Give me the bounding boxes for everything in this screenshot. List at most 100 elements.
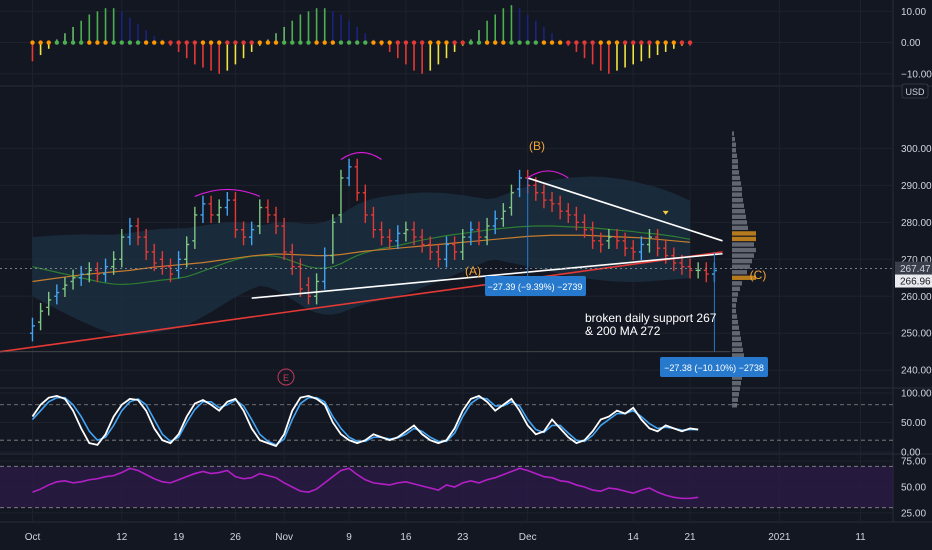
volume-profile-row — [732, 336, 741, 341]
volume-profile-row — [732, 253, 754, 258]
volume-profile-row — [732, 203, 744, 208]
rsi-panel[interactable] — [0, 465, 893, 509]
momentum-dot — [70, 40, 76, 45]
wave-b-label: (B) — [529, 139, 545, 153]
volume-profile-row — [732, 342, 742, 347]
momentum-dot — [590, 40, 595, 45]
momentum-dot — [62, 40, 68, 45]
top-arc — [527, 170, 569, 179]
volume-profile-row — [732, 247, 756, 253]
momentum-dot — [208, 40, 214, 45]
price-panel[interactable] — [0, 131, 893, 408]
momentum-dot — [298, 40, 303, 45]
momentum-dot — [468, 40, 474, 45]
momentum-dot — [371, 40, 376, 45]
earnings-marker[interactable]: E — [277, 368, 295, 386]
momentum-dot — [549, 40, 555, 45]
momentum-dot — [419, 40, 425, 45]
momentum-dot — [241, 40, 246, 45]
momentum-dot — [192, 40, 198, 45]
volume-profile-row — [732, 270, 747, 275]
support-trendline[interactable] — [0, 251, 723, 353]
stochastic-panel[interactable] — [0, 394, 893, 448]
earnings-marker-label: E — [283, 373, 289, 383]
stochastic-axis-tick-label: 0.00 — [901, 448, 921, 459]
measure-box-1[interactable]: −27.39 (−9.39%) −2739 — [485, 276, 586, 296]
momentum-dot — [314, 40, 319, 45]
momentum-dot — [387, 40, 392, 45]
volume-profile-row — [732, 375, 742, 380]
stochastic-d-line — [31, 396, 699, 446]
momentum-dot — [598, 40, 603, 45]
volume-profile-row — [732, 308, 736, 314]
time-axis-tick-label: 23 — [457, 532, 469, 543]
momentum-dot — [687, 40, 693, 45]
rsi-axis-tick-label: 75.00 — [901, 457, 926, 468]
momentum-dot — [379, 40, 384, 45]
momentum-dot — [411, 40, 417, 45]
currency-label[interactable]: USD — [901, 83, 929, 99]
momentum-dot — [257, 40, 262, 45]
momentum-dot — [233, 40, 238, 45]
momentum-dot — [119, 40, 124, 45]
time-axis[interactable]: Oct 12 19 26 Nov 9 16 23 Dec 14 21 2021 11 — [25, 532, 866, 543]
volume-profile-row — [732, 325, 739, 330]
momentum-dot — [679, 40, 685, 45]
price-axis-tick-label: 290.00 — [901, 181, 932, 192]
time-axis-tick-label: 14 — [628, 532, 640, 543]
momentum-dot — [476, 40, 482, 45]
momentum-dot — [152, 40, 157, 45]
momentum-dot — [273, 40, 279, 45]
moving-average-green — [32, 225, 691, 286]
momentum-dot — [428, 40, 433, 45]
note-line-1: broken daily support 267 — [585, 311, 717, 325]
currency-label-bg — [901, 83, 929, 99]
volume-profile-row — [732, 286, 740, 292]
volume-profile-row — [732, 331, 740, 336]
momentum-dot — [484, 40, 490, 45]
lower-trendline[interactable] — [251, 252, 723, 299]
volume-profile-row — [732, 380, 741, 386]
last-price-tag-bg — [895, 274, 932, 288]
momentum-dot — [557, 40, 563, 45]
momentum-dot — [176, 40, 181, 45]
top-arc — [340, 151, 382, 160]
momentum-axis-tick-label: 0.00 — [901, 38, 921, 49]
top-arc — [194, 188, 261, 197]
rsi-axis-tick-label: 50.00 — [901, 483, 926, 494]
momentum-dot — [631, 40, 636, 45]
measure-box-2[interactable]: −27.38 (−10.10%) −2738 — [660, 357, 768, 377]
volume-profile-row — [732, 403, 737, 408]
momentum-dot — [493, 40, 498, 45]
momentum-dot — [95, 40, 100, 45]
momentum-dot — [111, 40, 116, 45]
volume-profile-row — [732, 275, 756, 280]
annotations: (B) (A) (C) broken daily support 267 & 2… — [277, 83, 929, 386]
time-axis-tick-label: 16 — [400, 532, 412, 543]
momentum-dot — [663, 40, 668, 45]
momentum-dot — [363, 40, 368, 45]
earnings-marker-circle — [277, 368, 295, 386]
momentum-dot — [525, 40, 530, 45]
momentum-dot — [395, 40, 400, 45]
momentum-dot — [200, 40, 206, 45]
time-axis-tick-label: 9 — [346, 532, 352, 543]
volume-profile-row — [732, 292, 738, 297]
volume-profile-row — [732, 347, 743, 353]
prior-close-tag: 267.47 — [900, 264, 931, 275]
upper-trendline[interactable] — [527, 177, 723, 242]
price-axis-tick-label: 300.00 — [901, 144, 932, 155]
volume-profile-row — [732, 397, 738, 402]
time-axis-tick-label: 12 — [116, 532, 128, 543]
volume-profile-row — [732, 209, 745, 214]
momentum-dot — [355, 40, 360, 45]
volume-profile-row — [732, 258, 752, 264]
time-axis-tick-label: Nov — [275, 532, 293, 543]
momentum-panel[interactable] — [30, 5, 693, 74]
momentum-dot — [338, 40, 344, 45]
volume-profile-row — [732, 192, 742, 197]
volume-profile-row — [732, 142, 736, 147]
momentum-dot — [330, 40, 336, 45]
stochastic-axis-tick-label: 100.00 — [901, 388, 932, 399]
